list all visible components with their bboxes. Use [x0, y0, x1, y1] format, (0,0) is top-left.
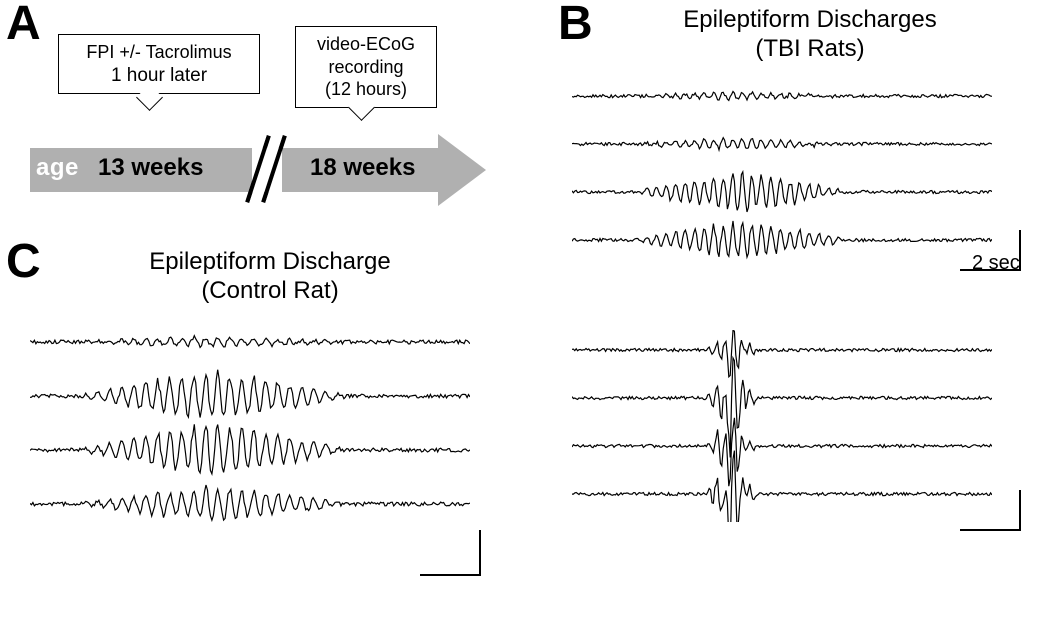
scalebar-b1-label: 2 sec: [972, 252, 1020, 275]
panel-b-title-line2: (TBI Rats): [620, 35, 1000, 64]
age-label: age: [36, 154, 79, 182]
eeg-trace: [572, 451, 992, 522]
panel-c-title-line1: Epileptiform Discharge: [80, 248, 460, 277]
panel-c-title-line2: (Control Rat): [80, 277, 460, 306]
eeg-trace-svg: [572, 76, 992, 268]
panel-b-title-line1: Epileptiform Discharges: [620, 6, 1000, 35]
callout-fpi-line1: FPI +/- Tacrolimus: [69, 41, 249, 64]
panel-c-title: Epileptiform Discharge (Control Rat): [80, 248, 460, 306]
callout-fpi: FPI +/- Tacrolimus 1 hour later: [58, 34, 260, 94]
scalebar-c: [420, 530, 484, 584]
eeg-trace: [572, 358, 992, 458]
eeg-trace: [572, 92, 992, 101]
arrow-head: [438, 134, 486, 206]
eeg-trace: [572, 330, 992, 376]
panel-a: FPI +/- Tacrolimus 1 hour later video-EC…: [20, 10, 520, 230]
callout-video: video-ECoG recording (12 hours): [295, 26, 437, 108]
eeg-trace: [572, 221, 992, 257]
panel-b-title: Epileptiform Discharges (TBI Rats): [620, 6, 1000, 64]
scalebar-b2: [960, 490, 1024, 539]
panel-letter-b: B: [558, 0, 593, 48]
eeg-trace: [572, 172, 992, 212]
callout-video-line1: video-ECoG: [306, 33, 426, 56]
weeks-18: 18 weeks: [310, 154, 415, 182]
eeg-trace: [30, 485, 470, 520]
weeks-13: 13 weeks: [98, 154, 203, 182]
panel-b-traces-group1: [572, 76, 992, 268]
panel-c-traces: [30, 318, 470, 534]
callout-video-line2: recording: [306, 56, 426, 79]
callout-fpi-line2: 1 hour later: [69, 64, 249, 88]
eeg-trace: [30, 370, 470, 418]
eeg-trace: [30, 336, 470, 348]
panel-letter-c: C: [6, 238, 41, 286]
timeline-arrow: age 13 weeks 18 weeks: [30, 140, 500, 200]
panel-b-traces-group2: [572, 330, 992, 522]
eeg-trace: [572, 138, 992, 150]
scalebar-svg: [420, 530, 484, 579]
eeg-trace-svg: [572, 330, 992, 522]
eeg-trace: [572, 418, 992, 486]
scalebar-svg: [960, 490, 1024, 534]
eeg-trace: [30, 424, 470, 474]
callout-video-line3: (12 hours): [306, 78, 426, 101]
eeg-trace-svg: [30, 318, 470, 534]
